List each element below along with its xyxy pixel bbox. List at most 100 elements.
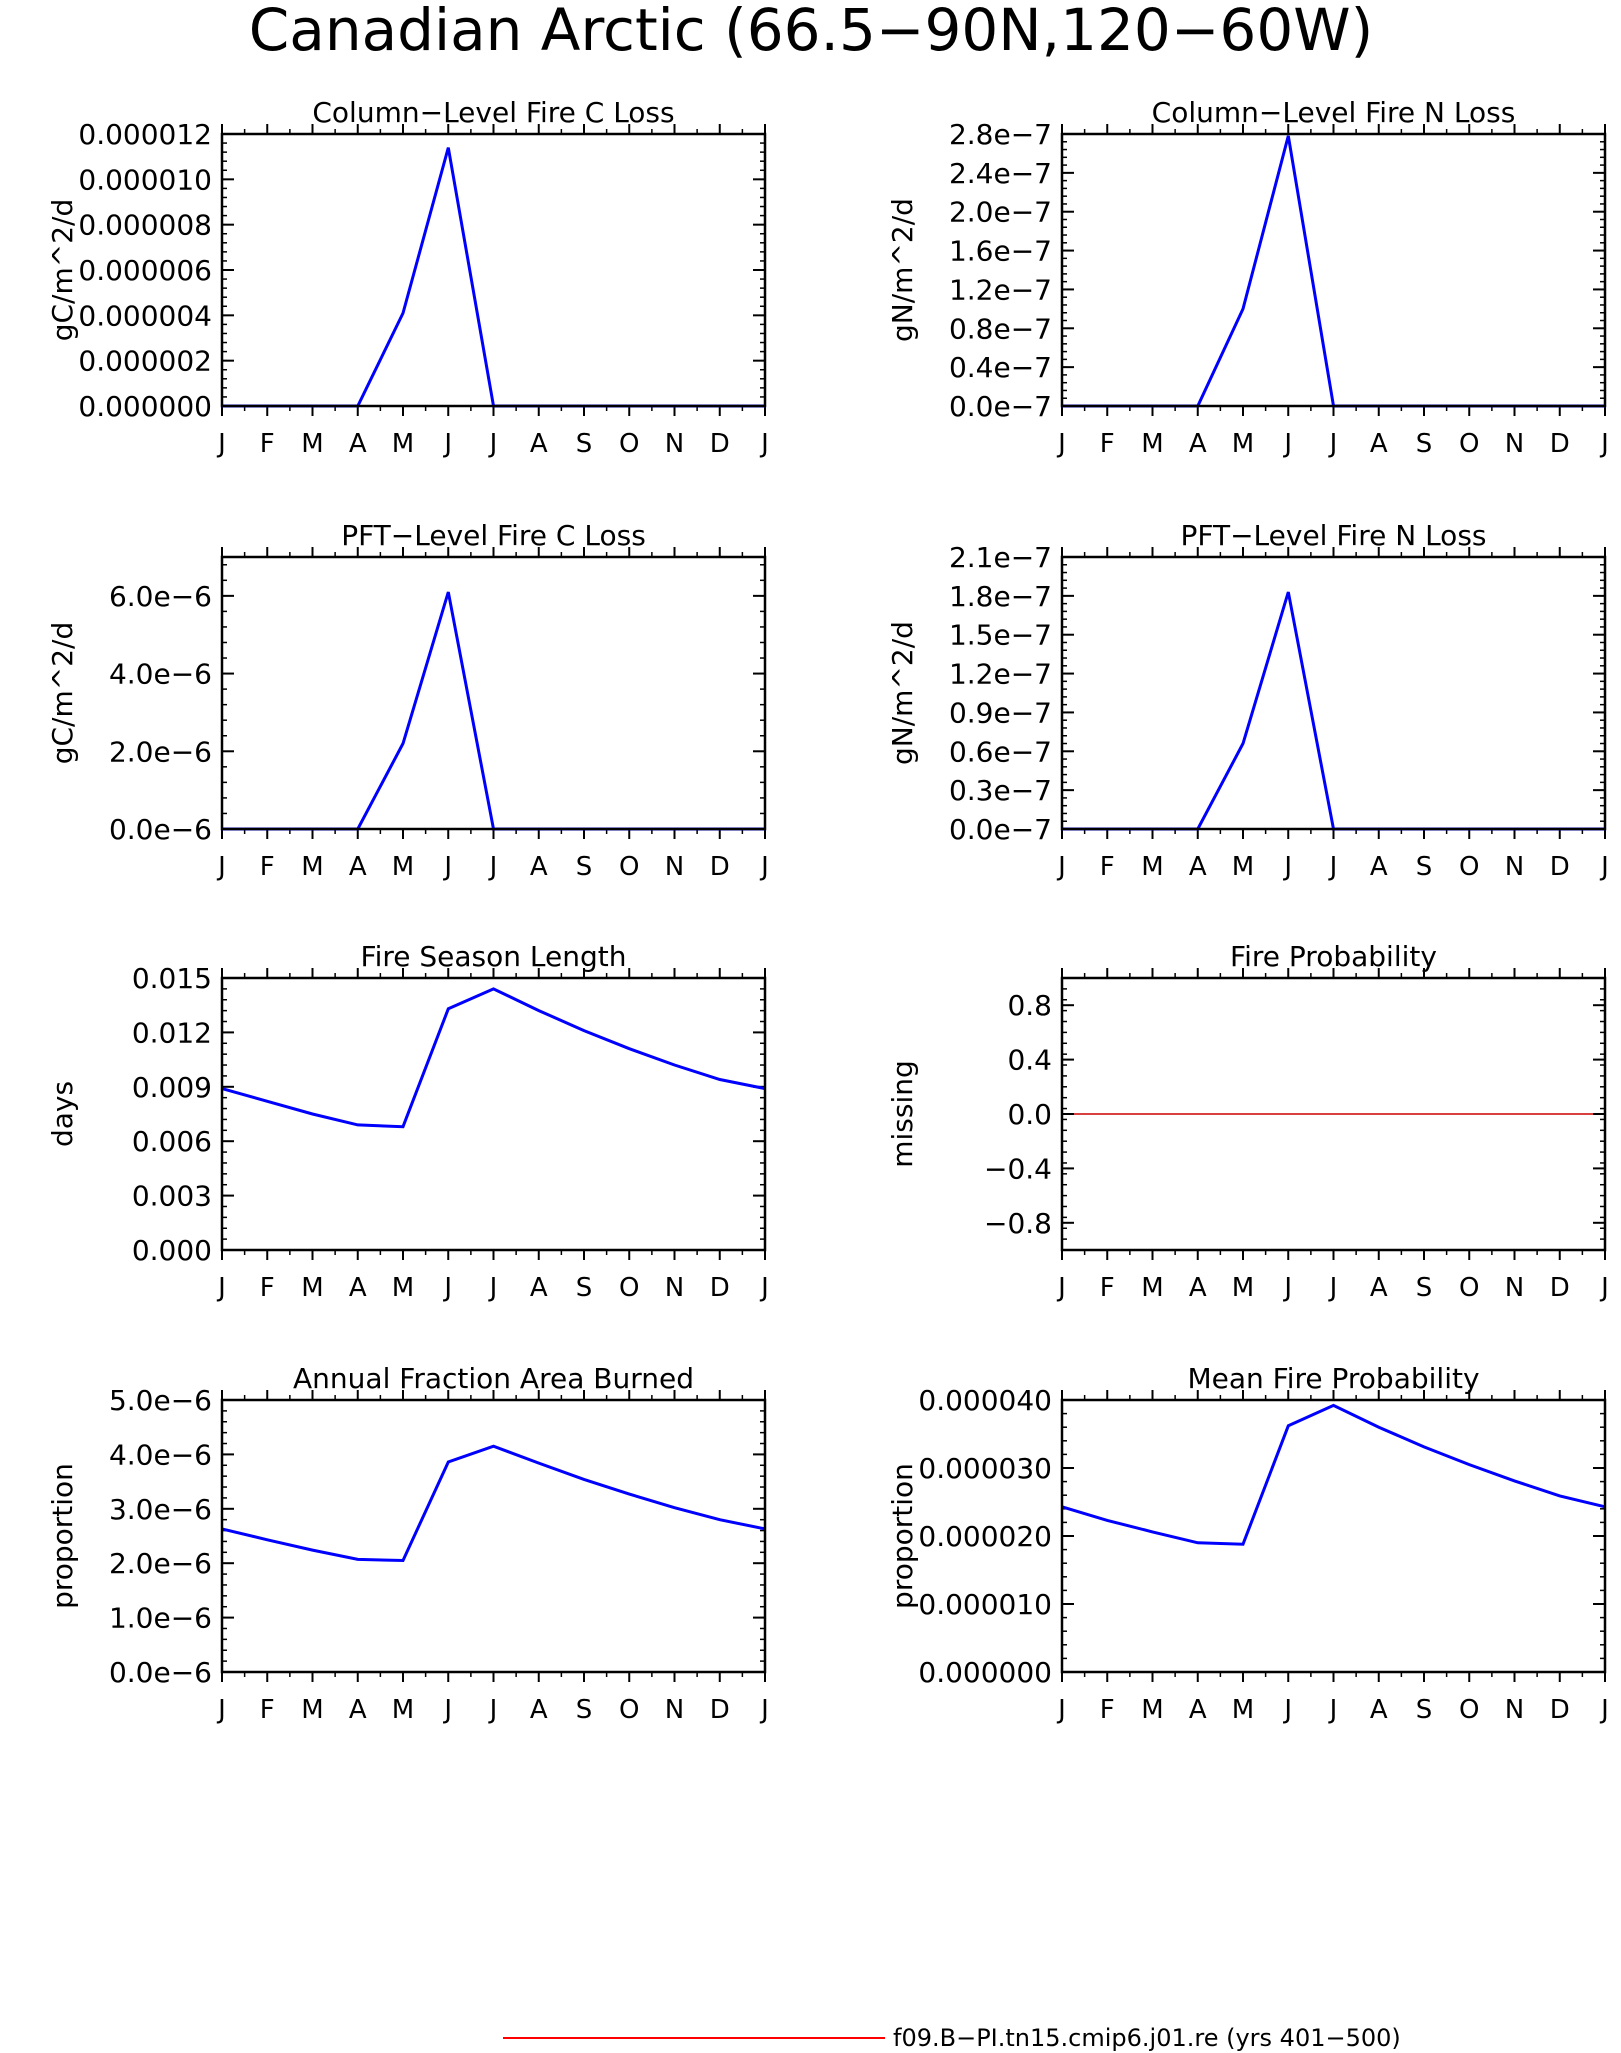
x-tick-label: J [488, 429, 498, 459]
x-tick-label: D [1550, 1273, 1570, 1303]
x-tick-label: O [1459, 852, 1479, 882]
x-tick-label: M [301, 429, 323, 459]
chart-panel-5: J F M A M J J A S O N D J0.0000.0030.0060.0090.0120.… [46, 940, 769, 1303]
y-tick-label: 3.0e−6 [109, 1493, 212, 1526]
x-tick-label: M [1141, 1273, 1163, 1303]
panel-title: PFT−Level Fire N Loss [1180, 519, 1486, 552]
y-axis-label: days [46, 1081, 79, 1147]
y-tick-label: 4.0e−6 [109, 1438, 212, 1471]
y-tick-label: 5.0e−6 [109, 1384, 212, 1417]
panel-title: PFT−Level Fire C Loss [341, 519, 646, 552]
y-tick-label: 2.4e−7 [949, 157, 1052, 190]
x-tick-label: A [530, 429, 548, 459]
y-tick-label: 0.000006 [78, 254, 212, 287]
y-tick-label: 2.8e−7 [949, 118, 1052, 151]
y-tick-label: 0.012 [132, 1016, 212, 1049]
x-tick-label: N [1505, 1273, 1524, 1303]
plot-frame [220, 1398, 767, 1674]
y-tick-label: 0.0e−6 [109, 813, 212, 846]
x-tick-label: A [1370, 1273, 1388, 1303]
x-tick-label: O [619, 1273, 639, 1303]
x-tick-label: M [1232, 852, 1254, 882]
x-tick-label: M [1141, 1695, 1163, 1725]
y-tick-label: 0.000012 [78, 118, 212, 151]
y-tick-label: 0.000000 [78, 390, 212, 423]
x-tick-label: J [1328, 1273, 1338, 1303]
x-tick-label: M [301, 1695, 323, 1725]
x-tick-label: F [1100, 1273, 1115, 1303]
plot-frame [220, 976, 767, 1252]
y-tick-label: 0.015 [132, 962, 212, 995]
x-tick-label: J [1328, 852, 1338, 882]
x-tick-label: M [301, 1273, 323, 1303]
panel-title: Column−Level Fire N Loss [1152, 96, 1516, 129]
x-tick-label: J [216, 429, 226, 459]
y-tick-label: 0.6e−7 [949, 735, 1052, 768]
x-tick-label: M [392, 852, 414, 882]
y-tick-label: 0.000020 [918, 1520, 1052, 1553]
x-tick-label: S [576, 852, 593, 882]
series-line-1 [1061, 1403, 1606, 1546]
series-line-1 [222, 147, 765, 408]
figure-title: Canadian Arctic (66.5−90N,120−60W) [249, 0, 1373, 64]
x-tick-label: N [665, 429, 684, 459]
x-tick-label: F [1100, 1695, 1115, 1725]
y-tick-label: 0.0 [1007, 1098, 1052, 1131]
x-tick-label: J [488, 1695, 498, 1725]
x-tick-label: N [665, 1273, 684, 1303]
x-tick-label: J [1282, 429, 1292, 459]
x-tick-label: N [1505, 1695, 1524, 1725]
plot-frame [1060, 555, 1607, 831]
x-tick-label: J [216, 852, 226, 882]
x-tick-label: M [1232, 1695, 1254, 1725]
x-tick-label: J [1599, 1273, 1609, 1303]
y-tick-label: 0.000008 [78, 209, 212, 242]
x-tick-label: J [442, 429, 452, 459]
y-tick-label: 0.8e−7 [949, 312, 1052, 345]
x-tick-label: D [710, 852, 730, 882]
chart-panel-3: J F M A M J J A S O N D J0.0e−62.0e−64.0e−66.0e−6PFT… [46, 519, 769, 882]
x-tick-label: J [759, 1273, 769, 1303]
x-tick-label: S [576, 1695, 593, 1725]
y-axis-label: gN/m^2/d [886, 621, 919, 765]
chart-panel-4: J F M A M J J A S O N D J0.0e−70.3e−70.6e−70.9e−71.2… [886, 519, 1609, 882]
series-line-1 [222, 591, 765, 831]
x-tick-label: O [619, 429, 639, 459]
x-tick-label: M [301, 852, 323, 882]
x-tick-label: O [1459, 1695, 1479, 1725]
plot-frame [1060, 1398, 1607, 1674]
x-tick-label: J [1599, 429, 1609, 459]
plot-frame [1060, 132, 1607, 408]
x-tick-label: F [260, 1695, 275, 1725]
x-tick-label: A [349, 1695, 367, 1725]
chart-panel-8: J F M A M J J A S O N D J0.0000000.0000100.0000200.0… [886, 1362, 1609, 1725]
y-tick-label: 1.0e−6 [109, 1602, 212, 1635]
y-tick-label: 0.006 [132, 1125, 212, 1158]
y-tick-label: 0.000 [132, 1234, 212, 1267]
y-tick-label: 1.2e−7 [949, 273, 1052, 306]
y-tick-label: 0.000000 [918, 1656, 1052, 1689]
y-tick-label: 0.000010 [78, 163, 212, 196]
y-tick-label: 1.8e−7 [949, 580, 1052, 613]
x-tick-label: J [216, 1695, 226, 1725]
chart-panel-1: J F M A M J J A S O N D J0.0000000.0000020.0000040.0… [46, 96, 769, 459]
chart-panel-2: J F M A M J J A S O N D J0.0e−70.4e−70.8e−71.2e−71.6… [886, 96, 1609, 459]
x-tick-label: M [1232, 429, 1254, 459]
panel-title: Column−Level Fire C Loss [312, 96, 674, 129]
x-tick-label: F [260, 852, 275, 882]
x-tick-label: O [619, 852, 639, 882]
plot-frame [220, 132, 767, 408]
x-tick-label: M [392, 1273, 414, 1303]
y-tick-label: 0.000030 [918, 1452, 1052, 1485]
panel-title: Annual Fraction Area Burned [293, 1362, 694, 1395]
x-tick-label: S [576, 1273, 593, 1303]
x-tick-label: A [349, 429, 367, 459]
y-axis-label: missing [886, 1060, 919, 1168]
x-tick-label: J [759, 852, 769, 882]
x-tick-label: J [442, 852, 452, 882]
x-tick-label: F [1100, 429, 1115, 459]
x-tick-label: M [1141, 852, 1163, 882]
x-tick-label: A [530, 852, 548, 882]
